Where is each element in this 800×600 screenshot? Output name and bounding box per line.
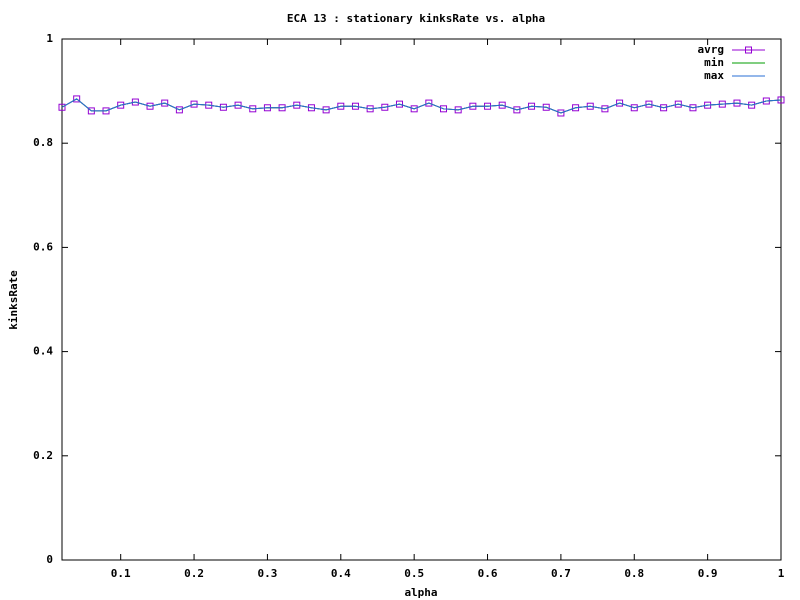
legend-marker <box>745 46 752 54</box>
y-tick-label: 0.2 <box>33 449 53 462</box>
y-tick-label: 0 <box>46 553 53 566</box>
point-marker <box>601 105 609 113</box>
point-marker <box>674 100 682 108</box>
y-tick-label: 0.8 <box>33 136 53 149</box>
legend-label: min <box>704 56 724 69</box>
x-tick-label: 0.8 <box>624 567 644 580</box>
point-marker <box>117 101 125 109</box>
y-axis-label: kinksRate <box>7 270 20 330</box>
x-axis-label: alpha <box>404 586 437 599</box>
plot-frame <box>61 38 782 561</box>
point-marker <box>645 100 653 108</box>
point-marker <box>146 102 154 110</box>
x-tick-label: 0.2 <box>184 567 204 580</box>
chart-title: ECA 13 : stationary kinksRate vs. alpha <box>287 12 545 25</box>
point-marker <box>689 104 697 112</box>
x-tick-label: 0.4 <box>331 567 351 580</box>
legend-label: max <box>704 69 724 82</box>
x-tick-label: 0.6 <box>478 567 498 580</box>
point-marker <box>131 98 139 106</box>
point-marker <box>616 99 624 107</box>
x-tick-label: 0.1 <box>111 567 131 580</box>
y-tick-label: 0.4 <box>33 345 53 358</box>
series-line <box>61 98 782 114</box>
x-tick-label: 0.3 <box>257 567 277 580</box>
legend-label: avrg <box>698 43 725 56</box>
point-marker <box>395 100 403 108</box>
x-tick-label: 1 <box>778 567 785 580</box>
point-marker <box>410 105 418 113</box>
point-marker <box>557 109 565 117</box>
point-marker <box>425 99 433 107</box>
y-tick-label: 1 <box>46 32 53 45</box>
point-marker <box>660 104 668 112</box>
y-tick-label: 0.6 <box>33 240 53 253</box>
x-tick-label: 0.9 <box>698 567 718 580</box>
point-marker <box>161 99 169 107</box>
point-marker <box>630 104 638 112</box>
point-marker <box>513 106 521 114</box>
x-tick-label: 0.5 <box>404 567 424 580</box>
point-marker <box>175 106 183 114</box>
point-marker <box>73 95 81 103</box>
point-marker <box>58 103 66 111</box>
point-marker <box>293 101 301 109</box>
x-tick-label: 0.7 <box>551 567 571 580</box>
